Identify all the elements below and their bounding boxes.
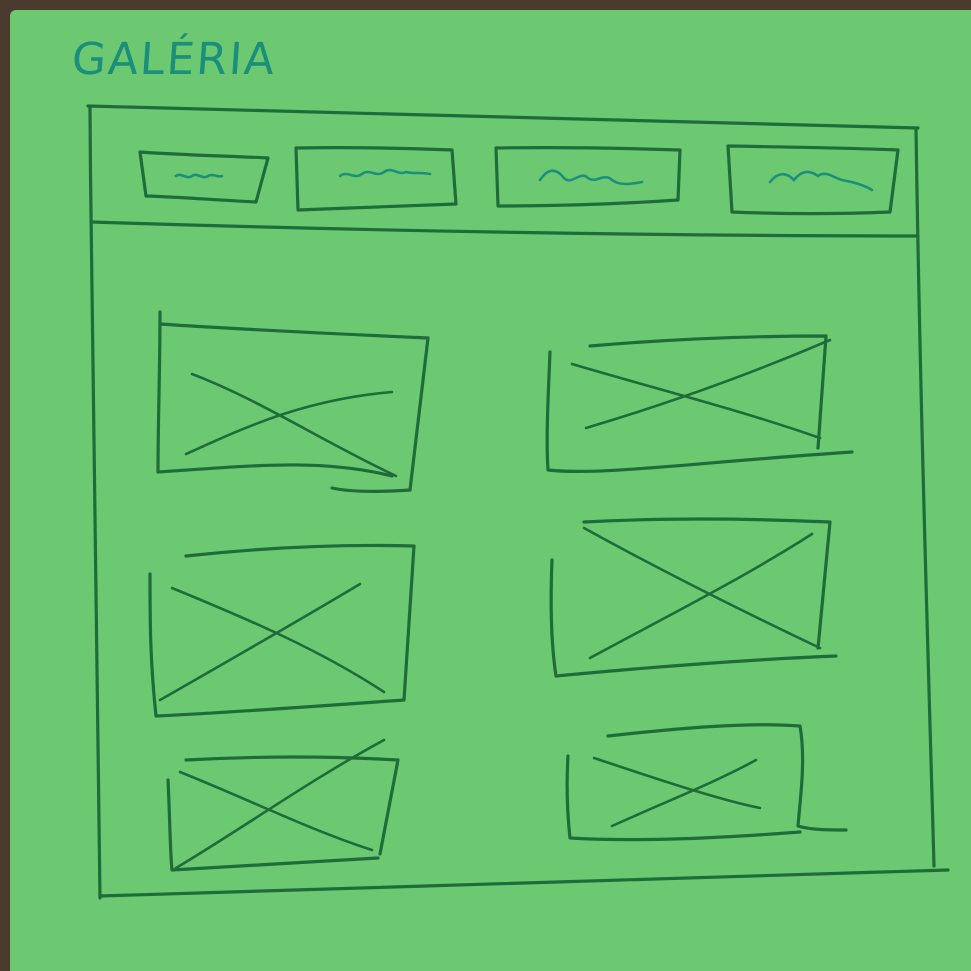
page-frame [86, 104, 950, 900]
scribble-label [768, 170, 874, 192]
image-placeholder-icon [158, 582, 386, 702]
image-placeholder-icon [570, 338, 832, 440]
gallery-item-5[interactable] [166, 738, 400, 872]
image-placeholder-icon [582, 526, 822, 660]
gallery-item-6[interactable] [565, 723, 848, 842]
gallery-item-4[interactable] [549, 517, 838, 678]
scribble-label [538, 169, 644, 186]
scribble-label [338, 168, 432, 178]
nav-tab-1[interactable] [138, 150, 270, 204]
nav-tab-2[interactable] [294, 146, 458, 212]
image-placeholder-icon [184, 372, 398, 478]
gallery-item-1[interactable] [156, 310, 430, 493]
nav-divider [90, 220, 920, 238]
nav-tab-3[interactable] [494, 146, 682, 208]
image-placeholder-icon [174, 738, 386, 870]
gallery-item-3[interactable] [148, 543, 416, 718]
scribble-label [174, 173, 224, 179]
gallery-item-2[interactable] [545, 334, 854, 474]
nav-tab-4[interactable] [726, 144, 900, 216]
image-placeholder-icon [592, 756, 762, 828]
